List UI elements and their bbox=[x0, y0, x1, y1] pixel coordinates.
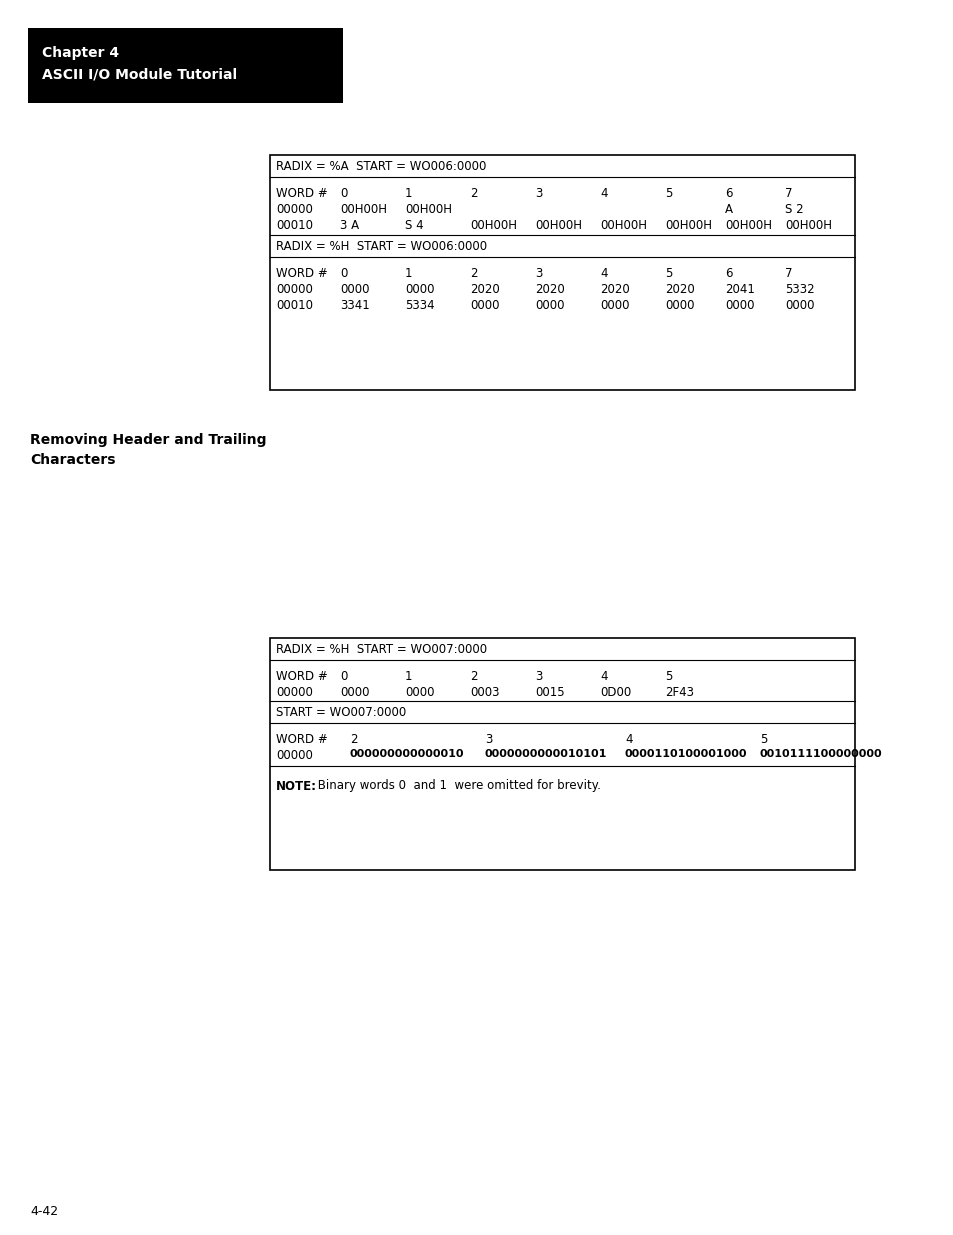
Text: RADIX = %H  START = WO007:0000: RADIX = %H START = WO007:0000 bbox=[275, 643, 487, 656]
Text: 4: 4 bbox=[624, 734, 632, 746]
Bar bbox=[270, 638, 854, 869]
Text: 3 A: 3 A bbox=[339, 219, 358, 232]
Text: A: A bbox=[724, 203, 732, 216]
Text: NOTE:: NOTE: bbox=[275, 779, 316, 793]
Text: 0000: 0000 bbox=[599, 299, 629, 312]
Text: 00010: 00010 bbox=[275, 299, 313, 312]
Text: 7: 7 bbox=[784, 186, 792, 200]
Text: WORD #: WORD # bbox=[275, 734, 328, 746]
Text: 2020: 2020 bbox=[599, 283, 629, 296]
Text: 0000: 0000 bbox=[470, 299, 499, 312]
Text: START = WO007:0000: START = WO007:0000 bbox=[275, 706, 406, 719]
Text: 1: 1 bbox=[405, 267, 412, 280]
Text: 1: 1 bbox=[405, 186, 412, 200]
Text: 0015: 0015 bbox=[535, 685, 564, 699]
Text: 3: 3 bbox=[535, 671, 542, 683]
Text: 0D00: 0D00 bbox=[599, 685, 631, 699]
Text: 5334: 5334 bbox=[405, 299, 435, 312]
Text: Characters: Characters bbox=[30, 453, 115, 467]
Text: 4: 4 bbox=[599, 671, 607, 683]
Text: 5: 5 bbox=[760, 734, 766, 746]
Text: 0000: 0000 bbox=[664, 299, 694, 312]
Text: 0000: 0000 bbox=[535, 299, 564, 312]
Text: WORD #: WORD # bbox=[275, 267, 328, 280]
Text: 00000: 00000 bbox=[275, 748, 313, 762]
Text: 0000: 0000 bbox=[784, 299, 814, 312]
Text: S 2: S 2 bbox=[784, 203, 802, 216]
Text: 00000: 00000 bbox=[275, 283, 313, 296]
Text: 7: 7 bbox=[784, 267, 792, 280]
Text: 00H00H: 00H00H bbox=[724, 219, 771, 232]
Text: RADIX = %A  START = WO006:0000: RADIX = %A START = WO006:0000 bbox=[275, 161, 486, 173]
Text: 3: 3 bbox=[535, 186, 542, 200]
Text: 00H00H: 00H00H bbox=[405, 203, 452, 216]
Text: 2041: 2041 bbox=[724, 283, 754, 296]
Text: 00000: 00000 bbox=[275, 203, 313, 216]
Text: 3: 3 bbox=[535, 267, 542, 280]
Text: RADIX = %H  START = WO006:0000: RADIX = %H START = WO006:0000 bbox=[275, 240, 487, 253]
Text: 2: 2 bbox=[470, 186, 477, 200]
Text: 2020: 2020 bbox=[535, 283, 564, 296]
Text: 0: 0 bbox=[339, 186, 347, 200]
Text: 000000000000010: 000000000000010 bbox=[350, 748, 464, 760]
Text: 4: 4 bbox=[599, 267, 607, 280]
Text: 0000: 0000 bbox=[339, 283, 369, 296]
Text: 0000: 0000 bbox=[405, 685, 434, 699]
Text: 0: 0 bbox=[339, 267, 347, 280]
Text: 0000000000010101: 0000000000010101 bbox=[484, 748, 607, 760]
Text: 2020: 2020 bbox=[470, 283, 499, 296]
Text: 2020: 2020 bbox=[664, 283, 694, 296]
Text: ASCII I/O Module Tutorial: ASCII I/O Module Tutorial bbox=[42, 68, 237, 82]
Text: 2F43: 2F43 bbox=[664, 685, 693, 699]
Text: 00H00H: 00H00H bbox=[664, 219, 711, 232]
Bar bbox=[28, 28, 343, 103]
Text: WORD #: WORD # bbox=[275, 186, 328, 200]
Text: 0000: 0000 bbox=[405, 283, 434, 296]
Text: 0010111100000000: 0010111100000000 bbox=[760, 748, 882, 760]
Bar bbox=[270, 156, 854, 390]
Text: 2: 2 bbox=[470, 671, 477, 683]
Text: 5: 5 bbox=[664, 267, 672, 280]
Text: 0000: 0000 bbox=[724, 299, 754, 312]
Text: 00000: 00000 bbox=[275, 685, 313, 699]
Text: 4: 4 bbox=[599, 186, 607, 200]
Text: 0: 0 bbox=[339, 671, 347, 683]
Text: 3341: 3341 bbox=[339, 299, 370, 312]
Text: 00010: 00010 bbox=[275, 219, 313, 232]
Text: 4-42: 4-42 bbox=[30, 1205, 58, 1218]
Text: 0000110100001000: 0000110100001000 bbox=[624, 748, 747, 760]
Text: Chapter 4: Chapter 4 bbox=[42, 46, 119, 61]
Text: 0003: 0003 bbox=[470, 685, 499, 699]
Text: 5332: 5332 bbox=[784, 283, 814, 296]
Text: 00H00H: 00H00H bbox=[339, 203, 387, 216]
Text: 5: 5 bbox=[664, 671, 672, 683]
Text: 0000: 0000 bbox=[339, 685, 369, 699]
Text: 00H00H: 00H00H bbox=[535, 219, 581, 232]
Text: 00H00H: 00H00H bbox=[470, 219, 517, 232]
Text: 3: 3 bbox=[484, 734, 492, 746]
Text: S 4: S 4 bbox=[405, 219, 423, 232]
Text: 2: 2 bbox=[350, 734, 357, 746]
Text: 6: 6 bbox=[724, 267, 732, 280]
Text: 5: 5 bbox=[664, 186, 672, 200]
Text: 00H00H: 00H00H bbox=[599, 219, 646, 232]
Text: Removing Header and Trailing: Removing Header and Trailing bbox=[30, 433, 266, 447]
Text: 00H00H: 00H00H bbox=[784, 219, 831, 232]
Text: 6: 6 bbox=[724, 186, 732, 200]
Text: 2: 2 bbox=[470, 267, 477, 280]
Text: WORD #: WORD # bbox=[275, 671, 328, 683]
Text: Binary words 0  and 1  were omitted for brevity.: Binary words 0 and 1 were omitted for br… bbox=[314, 779, 600, 793]
Text: 1: 1 bbox=[405, 671, 412, 683]
